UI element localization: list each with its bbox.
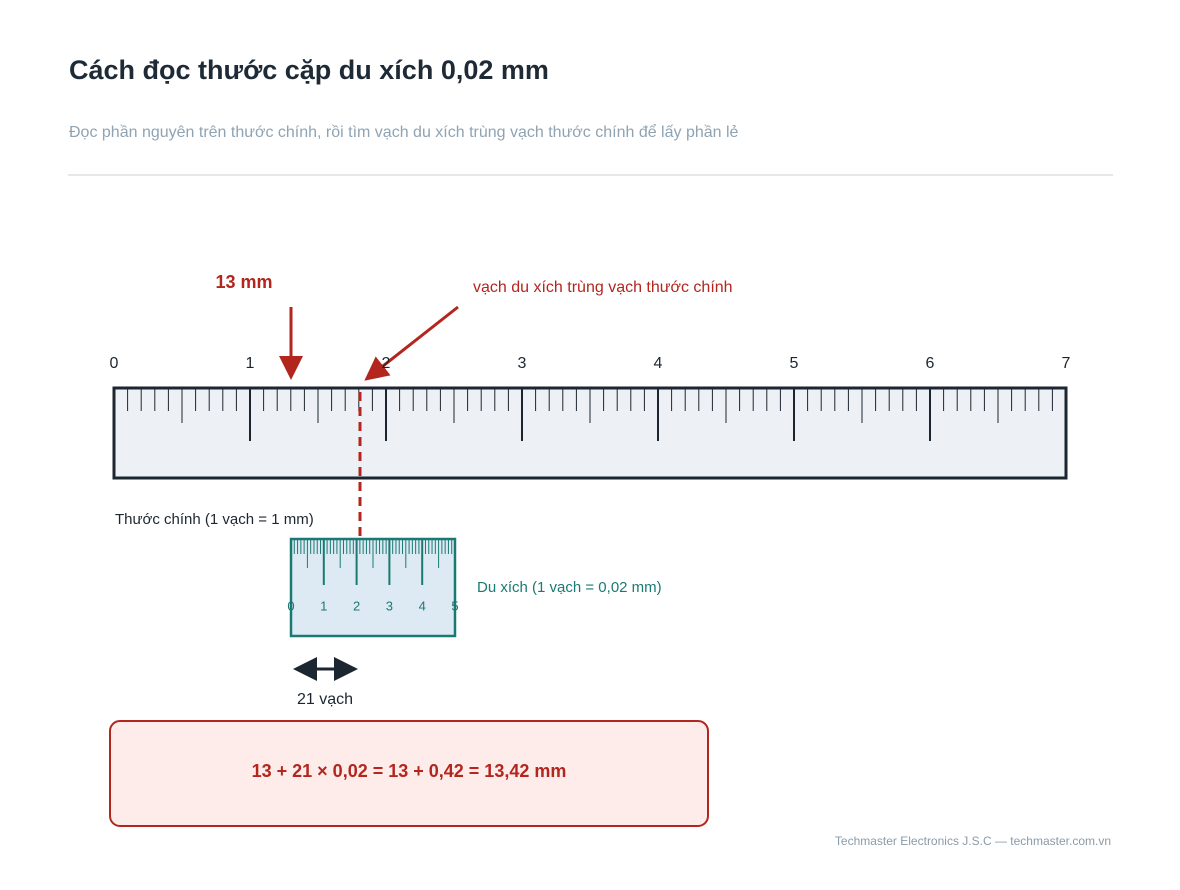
- vernier-caption: Du xích (1 vạch = 0,02 mm): [477, 579, 662, 596]
- vernier-label: 5: [451, 598, 458, 613]
- vernier-label: 3: [386, 598, 393, 613]
- coincidence-label: vạch du xích trùng vạch thước chính: [473, 279, 733, 296]
- main-label: 4: [654, 355, 663, 372]
- vernier-label: 2: [353, 598, 360, 613]
- footer: Techmaster Electronics J.S.C — techmaste…: [835, 834, 1111, 848]
- vernier-label: 0: [287, 598, 294, 613]
- main-label: 3: [518, 355, 527, 372]
- main-label: 7: [1062, 355, 1071, 372]
- main-caption: Thước chính (1 vạch = 1 mm): [115, 511, 314, 528]
- integer-label: 13 mm: [215, 272, 272, 292]
- main-label: 1: [246, 355, 255, 372]
- main-label: 2: [382, 355, 391, 372]
- subtitle: Đọc phần nguyên trên thước chính, rồi tì…: [69, 123, 739, 141]
- coincidence-arrow: [364, 305, 459, 381]
- main-label: 6: [926, 355, 935, 372]
- main-label: 5: [790, 355, 799, 372]
- vernier-label: 1: [320, 598, 327, 613]
- count-label: 21 vạch: [297, 691, 353, 708]
- title: Cách đọc thước cặp du xích 0,02 mm: [69, 55, 549, 85]
- vernier-label: 4: [419, 598, 426, 613]
- formula-box: [109, 720, 709, 827]
- formula: 13 + 21 × 0,02 = 13 + 0,42 = 13,42 mm: [252, 761, 567, 781]
- main-label: 0: [110, 355, 119, 372]
